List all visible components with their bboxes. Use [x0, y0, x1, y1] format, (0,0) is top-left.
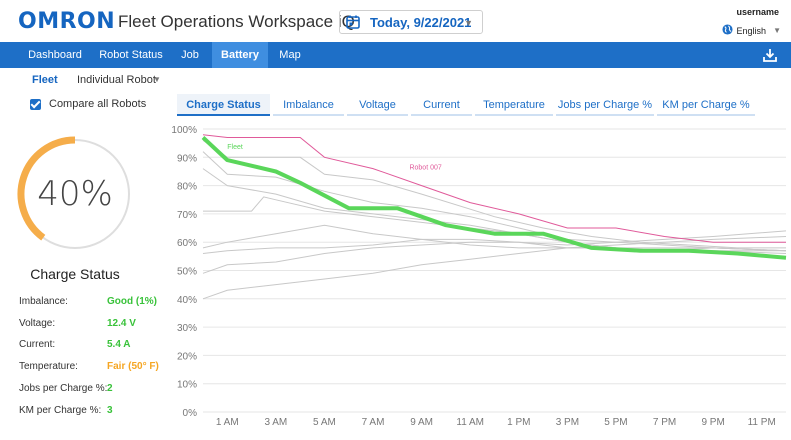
- gauge-fill: [17, 136, 76, 241]
- stat-imbalance-label: Imbalance:: [19, 296, 68, 307]
- chart-tab-charge-status[interactable]: Charge Status: [177, 94, 270, 116]
- chart-y-tick-label: 40%: [177, 295, 197, 306]
- chart-series-robot-line: [203, 196, 787, 254]
- app-title: Fleet Operations Workspace iQ: [118, 12, 355, 31]
- chart-y-tick-label: 30%: [177, 323, 197, 334]
- tab-dashboard[interactable]: Dashboard: [28, 49, 82, 61]
- caret-down-icon[interactable]: ▼: [153, 75, 161, 84]
- chart-y-tick-label: 0%: [183, 408, 198, 419]
- charge-gauge: [17, 136, 130, 249]
- stat-current-value: 5.4 A: [107, 339, 131, 350]
- tab-job[interactable]: Job: [181, 49, 199, 61]
- tab-battery[interactable]: Battery: [212, 42, 268, 68]
- download-icon[interactable]: [763, 48, 777, 62]
- chart-series-robot-line: [202, 139, 786, 249]
- chart-y-tick-label: 90%: [177, 153, 197, 164]
- chart-y-tick-label: 80%: [177, 182, 197, 193]
- chart-x-tick-label: 7 PM: [653, 417, 676, 428]
- chart-series-robot-line: [202, 230, 787, 274]
- stat-km-label: KM per Charge %:: [19, 405, 102, 416]
- caret-down-icon: ▼: [464, 18, 473, 28]
- chart-series-robot-007-label: Robot 007: [409, 165, 441, 172]
- tab-map[interactable]: Map: [279, 49, 301, 61]
- stat-voltage-value: 12.4 V: [107, 318, 136, 329]
- calendar-icon: [346, 15, 360, 29]
- chart-x-tick-label: 5 AM: [313, 417, 336, 428]
- stat-temperature-value: Fair (50° F): [107, 361, 159, 372]
- chart-y-tick-label: 50%: [177, 267, 197, 278]
- compare-label: Compare all Robots: [49, 98, 147, 110]
- chart-tab-voltage[interactable]: Voltage: [347, 94, 408, 116]
- chart-tab-km-per-charge[interactable]: KM per Charge %: [657, 94, 755, 116]
- chart-y-tick-label: 10%: [177, 380, 197, 391]
- chart-x-tick-label: 5 PM: [604, 417, 627, 428]
- chart-series-fleet-label: Fleet: [227, 144, 243, 151]
- subnav-individual-robot[interactable]: Individual Robot: [77, 74, 156, 86]
- subnav-fleet[interactable]: Fleet: [32, 74, 58, 86]
- language-selector[interactable]: English ▼: [722, 24, 781, 37]
- caret-down-icon: ▼: [773, 26, 781, 35]
- gauge-title: Charge Status: [30, 266, 120, 282]
- chart-y-tick-label: 60%: [177, 238, 197, 249]
- main-nav: Dashboard Robot Status Job Battery Map: [0, 42, 791, 68]
- chart-x-tick-label: 7 AM: [362, 417, 385, 428]
- chart-series-robot-line: [202, 236, 787, 300]
- username[interactable]: username: [736, 7, 779, 17]
- chart-series-robot-007-line: [202, 134, 786, 243]
- chart-x-tick-label: 3 PM: [556, 417, 579, 428]
- omron-logo: OMRON: [18, 9, 116, 34]
- chart-tab-current[interactable]: Current: [411, 94, 472, 116]
- chart-y-tick-label: 100%: [171, 125, 197, 136]
- stat-temperature-label: Temperature:: [19, 361, 78, 372]
- compare-all-robots[interactable]: Compare all Robots: [30, 98, 146, 110]
- chart-y-tick-label: 20%: [177, 351, 197, 362]
- chart-tab-jobs-per-charge[interactable]: Jobs per Charge %: [556, 94, 654, 116]
- chart-series-fleet-line: [201, 136, 787, 260]
- chart-y-tick-label: 70%: [177, 210, 197, 221]
- stat-voltage-label: Voltage:: [19, 318, 56, 329]
- stat-jobs-value: 2: [107, 383, 113, 394]
- chart-x-tick-label: 1 PM: [507, 417, 530, 428]
- stat-jobs-label: Jobs per Charge %:: [19, 383, 108, 394]
- chart-tab-imbalance[interactable]: Imbalance: [273, 94, 344, 116]
- tab-robot-status[interactable]: Robot Status: [99, 49, 163, 61]
- stat-km-value: 3: [107, 405, 113, 416]
- compare-checkbox[interactable]: [30, 98, 41, 110]
- chart-series-robot-line: [202, 224, 787, 252]
- chart-x-tick-label: 9 AM: [410, 417, 433, 428]
- chart-x-tick-label: 1 AM: [216, 417, 239, 428]
- stat-imbalance-value: Good (1%): [107, 296, 157, 307]
- chart-x-tick-label: 3 AM: [264, 417, 287, 428]
- charge-status-chart: 100% 90% 80% 70% 60% 50% 40% 30% 20% 10% 0% 1 AM 3 A…: [171, 125, 787, 428]
- stat-current-label: Current:: [19, 339, 56, 350]
- language-label: English: [736, 25, 767, 36]
- date-picker[interactable]: Today, 9/22/2021 ▼: [339, 10, 483, 34]
- chart-x-tick-label: 11 AM: [456, 417, 484, 428]
- globe-icon: [722, 24, 733, 37]
- chart-tab-temperature[interactable]: Temperature: [475, 94, 553, 116]
- chart-series-robot-line: [202, 151, 787, 252]
- chart-x-tick-label: 9 PM: [701, 417, 724, 428]
- date-value: Today, 9/22/2021: [370, 14, 472, 30]
- app-header: OMRON Fleet Operations Workspace iQ Toda…: [0, 0, 791, 42]
- chart-x-tick-label: 11 PM: [748, 417, 776, 428]
- gauge-value: 40%: [37, 174, 113, 214]
